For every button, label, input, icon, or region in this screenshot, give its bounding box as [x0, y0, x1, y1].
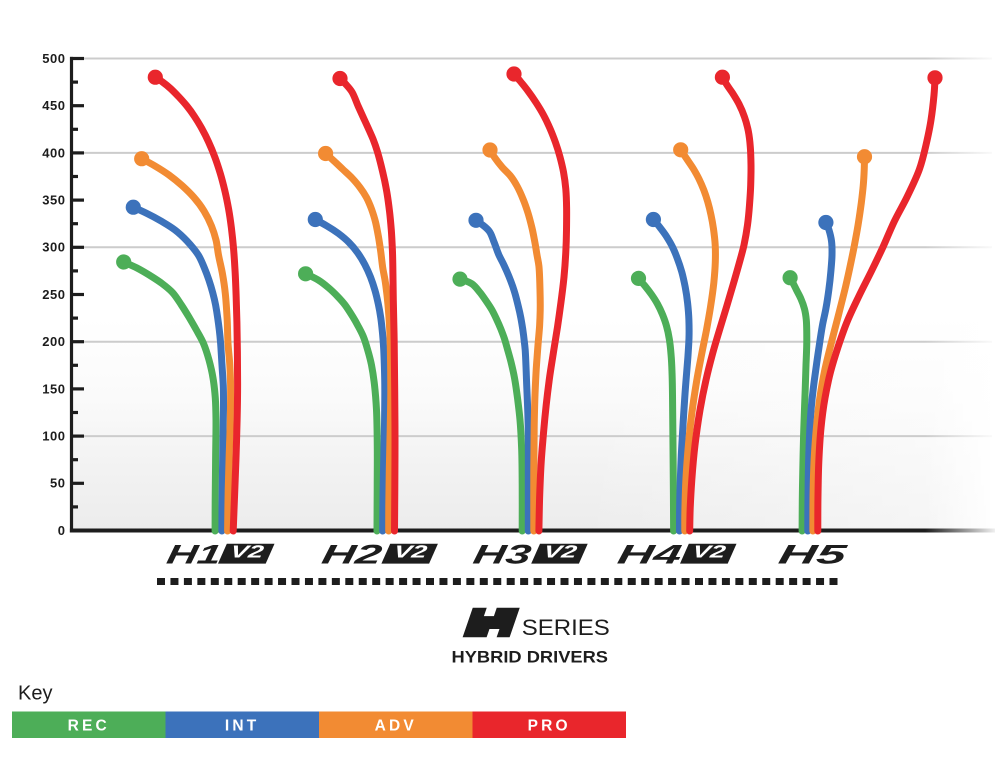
svg-text:ADV: ADV: [375, 718, 417, 735]
svg-text:H1: H1: [164, 539, 223, 570]
svg-text:INT: INT: [225, 718, 260, 735]
svg-text:SERIES: SERIES: [522, 615, 610, 640]
svg-text:H5: H5: [776, 539, 850, 570]
svg-text:0: 0: [58, 523, 66, 538]
svg-text:REC: REC: [68, 718, 110, 735]
svg-text:500: 500: [42, 51, 65, 66]
svg-text:200: 200: [42, 334, 65, 349]
svg-text:450: 450: [42, 98, 65, 113]
svg-text:Key: Key: [18, 683, 52, 705]
svg-text:H2: H2: [319, 539, 384, 570]
svg-text:350: 350: [42, 193, 65, 208]
svg-text:V2: V2: [542, 542, 579, 562]
svg-text:150: 150: [42, 381, 65, 396]
svg-text:400: 400: [42, 145, 65, 160]
svg-text:HYBRID DRIVERS: HYBRID DRIVERS: [452, 648, 609, 667]
svg-text:H3: H3: [471, 539, 534, 570]
svg-text:V2: V2: [229, 542, 266, 562]
svg-text:PRO: PRO: [528, 718, 571, 735]
svg-text:50: 50: [50, 476, 65, 491]
svg-text:100: 100: [42, 429, 65, 444]
svg-text:300: 300: [42, 240, 65, 255]
svg-text:H4: H4: [615, 539, 684, 570]
svg-text:250: 250: [42, 287, 65, 302]
svg-text:V2: V2: [691, 542, 728, 562]
svg-text:V2: V2: [392, 542, 429, 562]
